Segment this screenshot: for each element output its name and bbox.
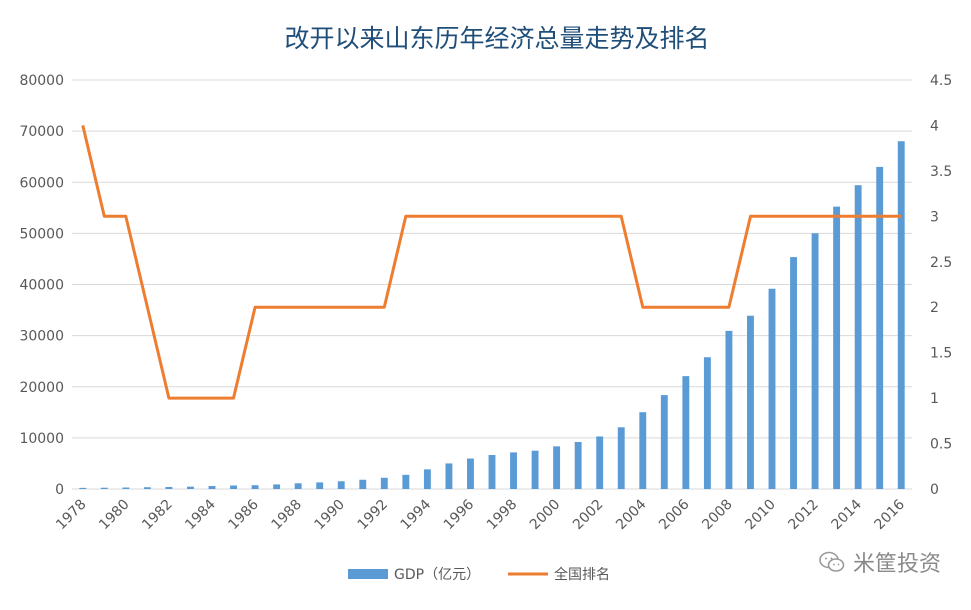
gdp-bar [208,486,216,489]
gdp-bar [100,487,108,489]
left-tick-label: 50000 [19,226,64,242]
gdp-bar [445,463,453,489]
x-tick-label: 2002 [570,497,607,534]
right-tick-label: 3 [930,209,939,225]
x-tick-label: 1982 [139,497,176,534]
gdp-bar [79,487,87,489]
x-tick-label: 1998 [484,497,521,534]
gdp-bar [273,484,281,489]
right-tick-label: 2.5 [930,255,952,271]
x-tick-label: 2006 [656,496,693,533]
watermark-text: 米筐投资 [852,552,941,577]
x-tick-label: 1978 [53,497,90,534]
x-tick-label: 1986 [225,496,262,533]
gdp-bar [854,185,862,490]
gdp-bar [165,486,173,489]
x-tick-label: 2004 [613,496,650,533]
left-tick-label: 60000 [19,175,64,191]
gdp-bar [187,486,194,489]
left-tick-label: 80000 [19,73,64,89]
right-tick-label: 4.5 [930,73,952,89]
chart-title: 改开以来山东历年经济总量走势及排名 [284,24,709,53]
left-tick-label: 40000 [19,278,64,294]
right-tick-label: 4 [930,118,939,134]
gdp-bar [725,330,733,489]
gdp-bar [617,427,625,489]
gdp-bar [596,436,604,489]
gdp-bar [143,487,151,489]
gdp-bar [553,446,561,489]
gdp-bar [251,485,259,489]
left-tick-label: 30000 [19,329,64,345]
x-tick-label: 2000 [527,497,564,534]
gdp-bar [488,455,496,489]
gdp-bar [294,483,302,489]
gdp-bar [380,477,388,489]
gdp-bars [79,141,905,490]
x-tick-label: 2008 [699,497,736,534]
gdp-bar [639,412,647,489]
legend-label-rank: 全国排名 [554,566,610,583]
legend-label-gdp: GDP（亿元） [394,567,480,583]
gdp-bar [682,376,690,489]
x-tick-label: 1988 [268,497,305,534]
x-tick-label: 1984 [182,496,219,533]
gdp-bar [574,441,582,489]
x-tick-label: 1980 [96,497,133,534]
gdp-bar [531,450,539,489]
rank-line [81,125,902,400]
left-tick-label: 70000 [19,124,64,140]
left-tick-label: 20000 [19,380,64,396]
x-tick-label: 2010 [742,497,779,534]
x-axis-ticks: 1978 1980 1982 1984 1986 1988 1990 1992 1994 1996… [53,496,908,533]
gdp-bar [833,206,841,489]
gridlines [72,79,912,490]
gdp-bar [122,487,130,489]
gdp-bar [423,469,431,489]
gdp-bar [876,166,884,489]
left-tick-label: 10000 [19,431,64,447]
x-tick-label: 1996 [441,496,478,533]
right-tick-label: 0.5 [930,437,952,453]
wechat-icon [819,551,845,572]
x-tick-label: 2016 [872,496,909,533]
x-tick-label: 2012 [785,497,822,534]
right-tick-label: 1.5 [930,346,952,362]
gdp-bar [790,257,797,489]
x-tick-label: 1994 [398,496,435,533]
right-tick-label: 2 [930,300,939,316]
gdp-bar [316,482,324,489]
gdp-bar [703,357,711,489]
right-tick-label: 0 [930,482,939,498]
legend-swatch-gdp [348,569,388,579]
gdp-bar [230,485,237,489]
right-tick-label: 1 [930,391,939,407]
watermark: 米筐投资 [819,546,941,578]
gdp-bar [337,481,345,489]
x-tick-label: 1992 [355,497,392,534]
gdp-bar [747,315,754,489]
gdp-bar [811,233,819,489]
right-axis-ticks: 0 0.5 1 1.5 2 2.5 3 3.5 4 4.5 [930,73,952,498]
gdp-bar [660,395,668,489]
right-tick-label: 3.5 [930,164,952,180]
gdp-bar [359,479,367,489]
left-tick-label: 0 [55,482,64,498]
gdp-bar [402,474,410,489]
legend: GDP（亿元） 全国排名 [348,566,610,583]
x-tick-label: 1990 [312,497,349,534]
rank-line-layer [81,125,902,400]
gdp-bar [768,288,776,489]
gdp-bar [510,452,517,489]
gdp-bar [467,458,474,489]
left-axis-ticks: 0 10000 20000 30000 40000 50000 60000 70000 8000… [19,73,64,498]
gdp-bar [897,141,905,489]
x-tick-label: 2014 [828,496,865,533]
